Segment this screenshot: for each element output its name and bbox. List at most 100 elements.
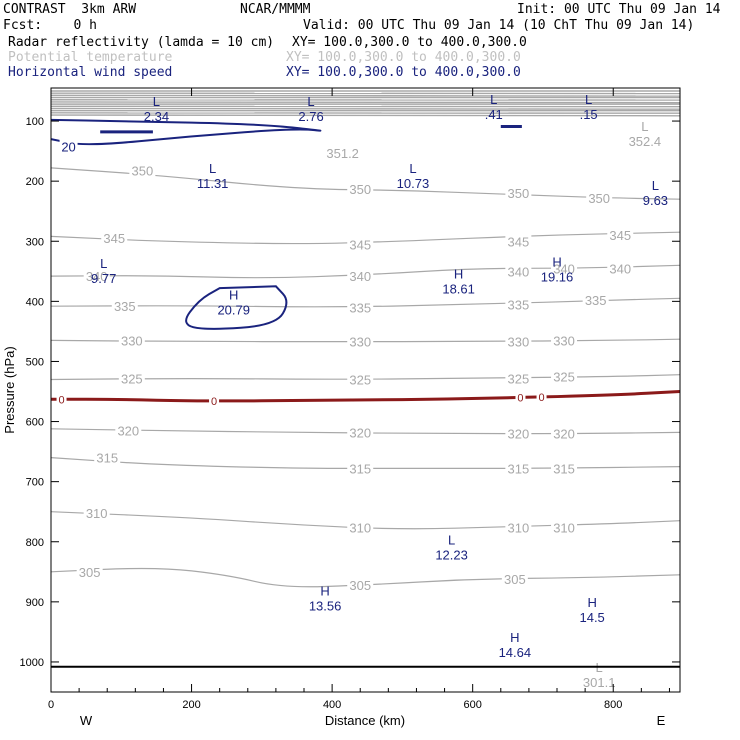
- wind-extreme-value: 14.5: [579, 610, 604, 625]
- reflectivity-label-bg: [56, 393, 67, 406]
- theta-label-bg: [118, 371, 145, 386]
- theta-label-bg: [551, 426, 578, 441]
- theta-label-bg: [347, 300, 374, 315]
- wind-extreme-kind: L: [153, 94, 160, 109]
- header-init: Init: 00 UTC Thu 09 Jan 14: [517, 2, 721, 17]
- theta-upper-contour: [50, 107, 681, 110]
- theta-label-bg: [83, 269, 110, 284]
- theta-upper-contour: [50, 114, 681, 117]
- theta-contour-label: 345: [103, 231, 125, 246]
- theta-label-bg: [76, 564, 103, 579]
- theta-upper-contour: [50, 94, 681, 97]
- y-tick-label: 600: [26, 417, 44, 429]
- wind-extreme-kind: H: [510, 630, 519, 645]
- theta-label-bg: [607, 261, 634, 276]
- theta-contour-label: 335: [585, 293, 607, 308]
- theta-contour-label: 315: [349, 461, 371, 476]
- wind-extreme-value: 19.16: [541, 269, 574, 284]
- reflectivity-contour-0: [51, 390, 681, 403]
- wind-extreme-kind: L: [490, 92, 497, 107]
- reflectivity-label: 0: [538, 392, 544, 404]
- theta-contour-label: 340: [349, 269, 371, 284]
- header-org: NCAR/MMMM: [240, 2, 311, 17]
- theta-contour-label: 340: [609, 261, 631, 276]
- theta-label-bg: [505, 264, 532, 279]
- theta-extreme-value: 301.1: [583, 675, 616, 690]
- y-tick-label: 700: [26, 477, 44, 489]
- theta-label-bg: [505, 371, 532, 386]
- y-tick-label: 300: [26, 236, 44, 248]
- theta-contour-label: 325: [121, 371, 143, 386]
- theta-contour-320: [50, 428, 681, 435]
- theta-contour-label: 345: [609, 228, 631, 243]
- theta-label-bg: [505, 297, 532, 312]
- wind-label-bg: [59, 139, 78, 154]
- field-xy-reflectivity: XY= 100.0,300.0 to 400.0,300.0: [292, 35, 527, 50]
- field-xy-wind: XY= 100.0,300.0 to 400.0,300.0: [286, 65, 521, 80]
- wind-extreme-kind: L: [307, 94, 314, 109]
- theta-label-bg: [607, 228, 634, 243]
- wind-contour-closed: [185, 285, 288, 330]
- theta-contour-label: 350: [588, 191, 610, 206]
- y-tick-label: 500: [26, 356, 44, 368]
- header-title: CONTRAST 3km ARW: [3, 2, 137, 17]
- theta-label-bg: [551, 520, 578, 535]
- theta-label-bg: [347, 334, 374, 349]
- theta-label-bg: [505, 426, 532, 441]
- y-tick-label: 100: [26, 116, 44, 128]
- field-name-wind: Horizontal wind speed: [8, 65, 173, 80]
- wind-extreme-kind: H: [587, 595, 596, 610]
- wind-extreme-value: 18.61: [442, 281, 475, 296]
- field-name-reflectivity: Radar reflectivity (lamda = 10 cm): [8, 35, 275, 50]
- field-name-theta: Potential temperature: [8, 50, 173, 65]
- theta-label-bg: [115, 423, 142, 438]
- x-tick-label: 800: [604, 699, 622, 711]
- theta-label-bg: [101, 231, 128, 246]
- y-tick-label: 800: [26, 537, 44, 549]
- theta-contour-label: 325: [508, 371, 530, 386]
- theta-label-bg: [83, 505, 110, 520]
- theta-label-bg: [347, 372, 374, 387]
- x-tick-label: 200: [182, 699, 200, 711]
- theta-contour-label: 335: [114, 299, 136, 314]
- wind-contour-label: 20: [61, 139, 75, 154]
- theta-label-bg: [347, 461, 374, 476]
- wind-extreme-value: 20.79: [217, 302, 250, 317]
- wind-extreme-value: 11.31: [197, 176, 229, 191]
- theta-contour-label: 315: [553, 461, 575, 476]
- wind-extreme-value: .15: [580, 107, 598, 122]
- y-axis-label: Pressure (hPa): [2, 346, 17, 433]
- theta-label-bg: [551, 461, 578, 476]
- wind-contour-20: [50, 118, 322, 146]
- x-axis-right-end: E: [657, 713, 666, 728]
- theta-label-bg: [505, 461, 532, 476]
- plot-area: 305 305 305 310 310 310 310 315 315 315 315 320 320 3…: [50, 90, 681, 690]
- theta-extreme-value: 352.4: [629, 134, 662, 149]
- theta-contour-label: 335: [508, 297, 530, 312]
- theta-contour-label: 310: [553, 520, 575, 535]
- reflectivity-label: 0: [517, 392, 523, 404]
- y-tick-label: 900: [26, 597, 44, 609]
- theta-label-bg: [94, 450, 121, 465]
- reflectivity-label: 0: [58, 394, 64, 406]
- theta-label-bg: [347, 520, 374, 535]
- theta-contour-label: 320: [508, 427, 530, 442]
- theta-extreme-value: 351.2: [326, 146, 359, 161]
- theta-contour-label: 305: [349, 578, 371, 593]
- theta-label-bg: [505, 334, 532, 349]
- wind-extreme-value: 13.56: [309, 599, 342, 614]
- theta-contour-label: 320: [553, 427, 575, 442]
- wind-extreme-value: 10.73: [397, 176, 430, 191]
- theta-contour-label: 335: [349, 300, 371, 315]
- theta-contour-label: 310: [86, 506, 108, 521]
- field-xy-theta: XY= 100.0,300.0 to 400.0,300.0: [286, 50, 521, 65]
- theta-label-bg: [551, 333, 578, 348]
- theta-contour-label: 315: [96, 451, 118, 466]
- x-axis-label: Distance (km): [325, 713, 405, 728]
- y-tick-label: 1000: [20, 657, 44, 669]
- wind-extreme-value: 14.64: [499, 645, 532, 660]
- theta-label-bg: [501, 572, 528, 587]
- theta-contour-label: 330: [349, 335, 371, 350]
- theta-label-bg: [347, 269, 374, 284]
